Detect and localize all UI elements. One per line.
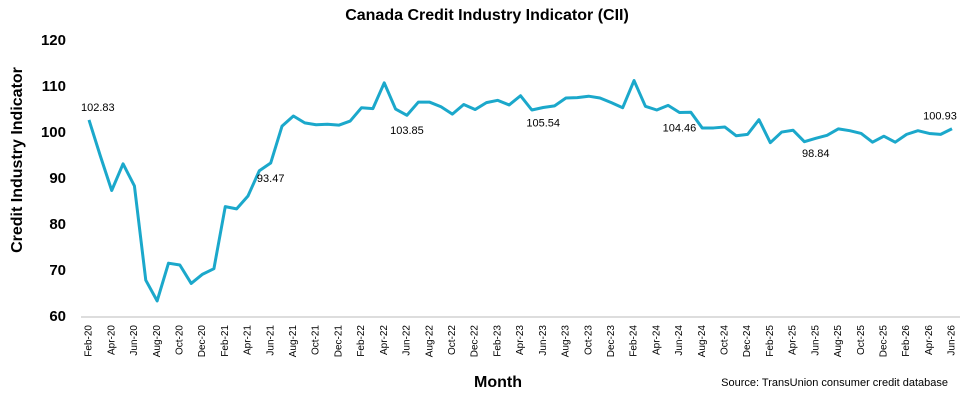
x-tick-label: Oct-20 [174, 325, 185, 355]
x-tick-label: Oct-21 [311, 325, 322, 355]
y-tick-label: 120 [41, 32, 66, 49]
data-label: 98.84 [802, 148, 830, 160]
x-tick-label: Dec-25 [879, 325, 890, 358]
x-tick-label: Feb-23 [492, 325, 503, 357]
x-tick-label: Aug-21 [288, 325, 299, 358]
data-label: 93.47 [257, 173, 285, 185]
y-tick-label: 80 [49, 216, 66, 233]
chart-title: Canada Credit Industry Indicator (CII) [345, 7, 629, 24]
x-tick-label: Apr-26 [924, 325, 935, 355]
x-tick-label: Feb-22 [356, 325, 367, 357]
x-tick-label: Apr-22 [379, 325, 390, 355]
source-note: Source: TransUnion consumer credit datab… [721, 377, 948, 389]
x-tick-label: Aug-24 [697, 325, 708, 358]
y-tick-label: 60 [49, 308, 66, 325]
x-tick-label: Feb-25 [765, 325, 776, 357]
x-tick-label: Oct-24 [720, 325, 731, 355]
x-tick-label: Apr-24 [651, 325, 662, 355]
x-tick-label: Jun-24 [674, 325, 685, 356]
x-tick-label: Oct-23 [583, 325, 594, 355]
y-tick-label: 70 [49, 262, 66, 279]
x-tick-label: Oct-22 [447, 325, 458, 355]
x-tick-label: Dec-22 [470, 325, 481, 358]
x-tick-label: Dec-23 [606, 325, 617, 358]
x-tick-label: Dec-21 [333, 325, 344, 358]
x-tick-label: Jun-22 [402, 325, 413, 356]
x-tick-label: Feb-20 [84, 325, 95, 357]
data-label: 104.46 [663, 122, 697, 134]
x-tick-label: Jun-20 [129, 325, 140, 356]
y-tick-label: 90 [49, 170, 66, 187]
y-tick-label: 100 [41, 124, 66, 141]
x-tick-label: Apr-25 [788, 325, 799, 355]
x-tick-label: Jun-21 [265, 325, 276, 356]
x-tick-label: Jun-23 [538, 325, 549, 356]
y-axis-label: Credit Industry Indicator [9, 67, 26, 253]
x-tick-label: Oct-25 [856, 325, 867, 355]
data-line [87, 79, 953, 303]
x-tick-label: Jun-25 [810, 325, 821, 356]
x-tick-label: Feb-26 [901, 325, 912, 357]
x-tick-label: Feb-21 [220, 325, 231, 357]
data-label: 103.85 [390, 125, 424, 137]
x-tick-label: Dec-20 [197, 325, 208, 358]
y-tick-label: 110 [42, 78, 66, 95]
x-tick-label: Feb-24 [629, 325, 640, 357]
x-tick-label: Apr-20 [106, 325, 117, 355]
data-label: 102.83 [81, 102, 115, 114]
x-tick-label: Apr-23 [515, 325, 526, 355]
data-label: 105.54 [526, 117, 560, 129]
x-tick-label: Aug-22 [424, 325, 435, 358]
x-tick-label: Aug-20 [152, 325, 163, 358]
x-tick-label: Aug-25 [833, 325, 844, 358]
x-tick-label: Apr-21 [243, 325, 254, 355]
x-tick-label: Dec-24 [742, 325, 753, 358]
x-tick-label: Jun-26 [947, 325, 958, 356]
data-label: 100.93 [923, 111, 957, 123]
x-tick-label: Aug-23 [561, 325, 572, 358]
x-axis-label: Month [474, 374, 522, 391]
